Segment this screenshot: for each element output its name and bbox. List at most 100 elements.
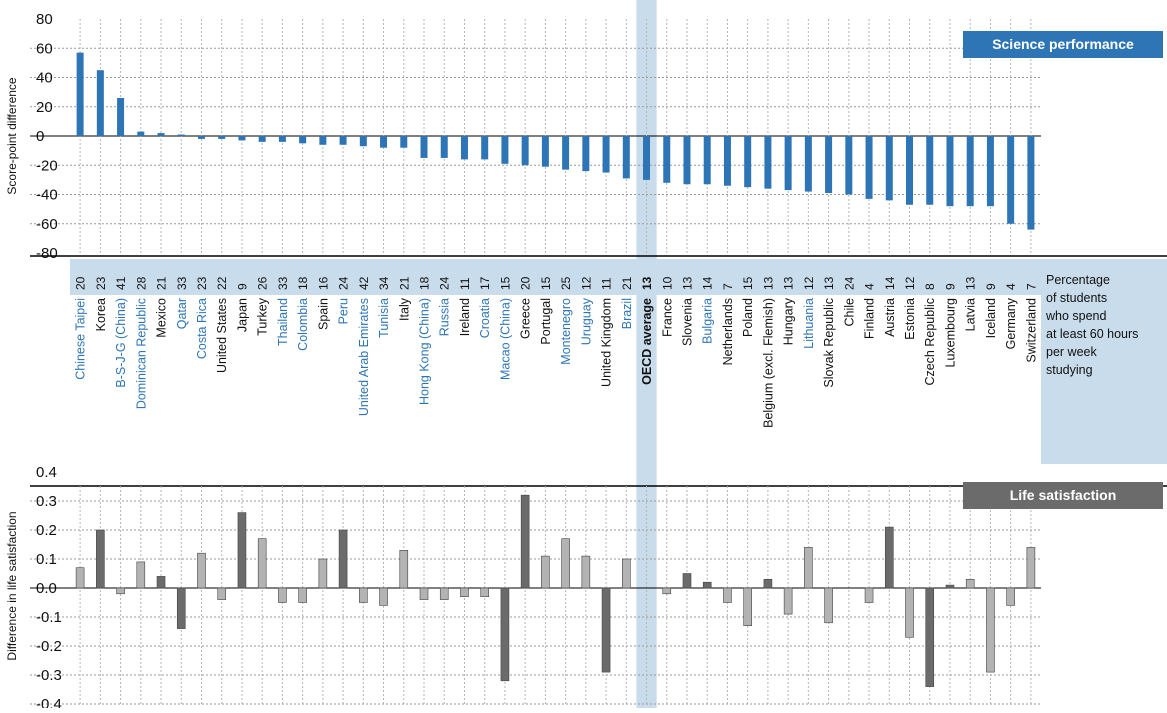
country-label: Dominican Republic xyxy=(134,298,148,409)
science-bar xyxy=(177,134,185,136)
country-label: Germany xyxy=(1004,297,1018,349)
percentage-label: 23 xyxy=(94,276,108,290)
country-label: Mexico xyxy=(155,298,169,338)
percentage-label: 21 xyxy=(397,276,411,290)
science-y-tick-label: -80 xyxy=(36,245,58,262)
percentage-label: 7 xyxy=(1024,283,1038,290)
life-panel-title: Life satisfaction xyxy=(1010,487,1117,503)
country-label: United Kingdom xyxy=(600,298,614,387)
life-bar xyxy=(662,587,672,595)
life-bar xyxy=(905,587,914,638)
science-bar xyxy=(885,136,893,201)
life-bar xyxy=(318,558,328,589)
science-bar xyxy=(420,136,428,158)
science-bar xyxy=(946,136,954,207)
country-label: Switzerland xyxy=(1024,298,1038,363)
science-bar xyxy=(582,136,590,172)
life-y-tick-label: -0.3 xyxy=(36,667,62,684)
percentage-label: 21 xyxy=(155,276,169,290)
life-bar xyxy=(379,587,388,606)
country-label: Chinese Taipei xyxy=(74,298,88,380)
life-bar xyxy=(520,494,530,589)
country-label: Uruguay xyxy=(579,297,593,345)
percentage-label: 13 xyxy=(640,276,654,290)
percentage-label: 9 xyxy=(235,283,249,290)
country-label: Ireland xyxy=(458,298,472,336)
science-bar xyxy=(501,136,509,164)
life-bar xyxy=(763,578,773,589)
science-y-tick-label: -40 xyxy=(36,187,58,204)
country-label: Hungary xyxy=(782,297,796,345)
life-panel-header xyxy=(963,482,1163,509)
life-bar xyxy=(925,587,935,687)
country-label: Austria xyxy=(883,298,897,337)
country-label: Estonia xyxy=(903,298,917,340)
country-label: Costa Rica xyxy=(195,298,209,359)
country-label: Japan xyxy=(235,298,249,332)
science-bar xyxy=(460,136,468,160)
percentage-label: 25 xyxy=(559,276,573,290)
life-bar xyxy=(197,552,206,589)
country-label: United States xyxy=(215,298,229,373)
percentage-label: 15 xyxy=(539,276,553,290)
country-label: Hong Kong (China) xyxy=(418,298,432,405)
percentage-label: 15 xyxy=(498,276,512,290)
science-panel-header xyxy=(963,31,1163,58)
percentage-label: 24 xyxy=(842,276,856,290)
science-bar xyxy=(521,136,529,166)
percentage-label: 11 xyxy=(458,277,472,290)
percentage-label: 13 xyxy=(761,276,775,290)
percentage-label: 4 xyxy=(1004,283,1018,290)
science-bar xyxy=(339,136,347,145)
percentage-label: 14 xyxy=(701,276,715,290)
science-bar xyxy=(784,136,792,191)
percentage-label: 16 xyxy=(316,276,330,290)
science-bar xyxy=(906,136,914,205)
percentage-label: 10 xyxy=(660,276,674,290)
science-y-tick-label: 20 xyxy=(36,99,53,116)
percentage-label: 28 xyxy=(134,276,148,290)
life-bar xyxy=(723,587,732,603)
life-bar xyxy=(1006,587,1015,606)
life-bar xyxy=(480,587,489,597)
percentage-label: 12 xyxy=(579,276,593,290)
science-bar xyxy=(643,136,651,180)
life-bar xyxy=(298,587,307,603)
life-bar xyxy=(824,587,833,624)
percentage-label: 42 xyxy=(357,276,371,290)
percentage-description-line: of students xyxy=(1046,291,1107,305)
country-label: Chile xyxy=(842,298,856,327)
life-bar xyxy=(702,581,712,589)
percentage-label: 23 xyxy=(195,276,209,290)
life-bar xyxy=(136,561,146,589)
life-bar xyxy=(541,555,550,589)
science-bar xyxy=(440,136,448,158)
country-label: Macao (China) xyxy=(498,298,512,380)
life-bar xyxy=(257,538,267,589)
life-bar xyxy=(419,587,429,600)
life-bar xyxy=(965,578,975,589)
science-bar xyxy=(825,136,833,194)
oecd-average-column xyxy=(636,0,657,708)
science-bar xyxy=(663,136,671,183)
life-bar xyxy=(622,558,631,589)
life-bar xyxy=(439,587,449,600)
science-bar xyxy=(319,136,327,145)
percentage-label: 12 xyxy=(802,276,816,290)
life-bar xyxy=(96,529,105,589)
percentage-label: 26 xyxy=(256,276,270,290)
life-bar xyxy=(884,526,894,589)
country-label: Spain xyxy=(316,298,330,330)
science-bar xyxy=(117,97,125,136)
life-bar xyxy=(359,587,368,603)
percentage-label: 21 xyxy=(620,276,634,290)
science-bar xyxy=(481,136,489,160)
percentage-label: 20 xyxy=(74,276,88,290)
life-y-tick-label: 0.4 xyxy=(36,464,57,481)
science-bar xyxy=(258,136,266,142)
life-bar xyxy=(176,587,186,629)
percentage-label: 13 xyxy=(822,276,836,290)
country-label: Finland xyxy=(863,298,877,339)
